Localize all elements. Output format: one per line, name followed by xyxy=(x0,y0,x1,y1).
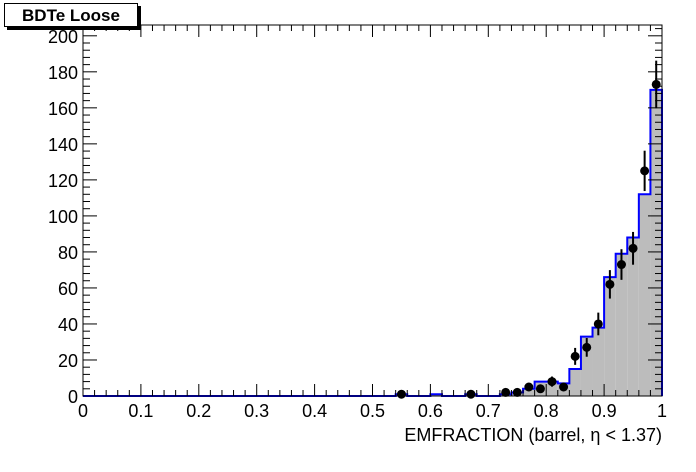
x-axis-label: EMFRACTION (barrel, η < 1.37) xyxy=(404,425,662,445)
x-tick-label: 0 xyxy=(78,401,88,421)
x-tick-label: 0.6 xyxy=(418,401,443,421)
y-tick-label: 160 xyxy=(48,99,78,119)
y-tick-label: 120 xyxy=(48,171,78,191)
data-point xyxy=(535,384,545,394)
chart-title: BDTe Loose xyxy=(22,6,120,25)
mc-bin-bar xyxy=(569,368,581,396)
x-tick-label: 0.3 xyxy=(244,401,269,421)
mc-bin-bar xyxy=(604,277,616,396)
mc-bin-bar xyxy=(627,237,639,396)
mc-bin-bar xyxy=(580,336,593,396)
mc-bin-bar xyxy=(546,381,558,396)
data-point xyxy=(547,377,557,387)
data-point xyxy=(651,79,661,89)
y-tick-label: 20 xyxy=(58,351,78,371)
y-tick-label: 180 xyxy=(48,63,78,83)
data-point xyxy=(605,279,615,289)
y-tick-label: 140 xyxy=(48,135,78,155)
y-tick-label: 60 xyxy=(58,279,78,299)
data-point xyxy=(570,351,580,361)
chart-title-box: BDTe Loose xyxy=(4,3,138,27)
x-tick-label: 0.5 xyxy=(360,401,385,421)
plot-frame xyxy=(82,24,663,397)
data-point xyxy=(582,342,592,352)
data-point xyxy=(524,382,534,392)
mc-histogram-outline xyxy=(83,88,663,397)
x-tick-label: 0.1 xyxy=(128,401,153,421)
mc-bin-bar xyxy=(615,253,628,396)
mc-bin-bar xyxy=(638,194,651,396)
mc-bin-bar xyxy=(523,388,535,396)
x-tick-label: 0.9 xyxy=(592,401,617,421)
data-point xyxy=(559,382,569,392)
data-point xyxy=(396,389,406,399)
mc-bin-bar xyxy=(650,89,662,396)
data-point xyxy=(512,387,522,397)
data-point xyxy=(593,319,603,329)
x-tick-label: 0.4 xyxy=(302,401,327,421)
y-tick-label: 40 xyxy=(58,315,78,335)
mc-bin-bar xyxy=(592,327,605,396)
data-point xyxy=(466,389,476,399)
y-tick-label: 200 xyxy=(48,27,78,47)
data-point xyxy=(616,260,626,270)
data-point xyxy=(628,243,638,253)
y-tick-label: 0 xyxy=(68,387,78,407)
y-tick-label: 100 xyxy=(48,207,78,227)
data-point xyxy=(501,387,511,397)
x-tick-label: 0.7 xyxy=(476,401,501,421)
x-tick-label: 0.8 xyxy=(534,401,559,421)
x-tick-label: 0.2 xyxy=(186,401,211,421)
y-tick-label: 80 xyxy=(58,243,78,263)
x-tick-label: 1 xyxy=(657,401,667,421)
data-point xyxy=(640,166,650,176)
